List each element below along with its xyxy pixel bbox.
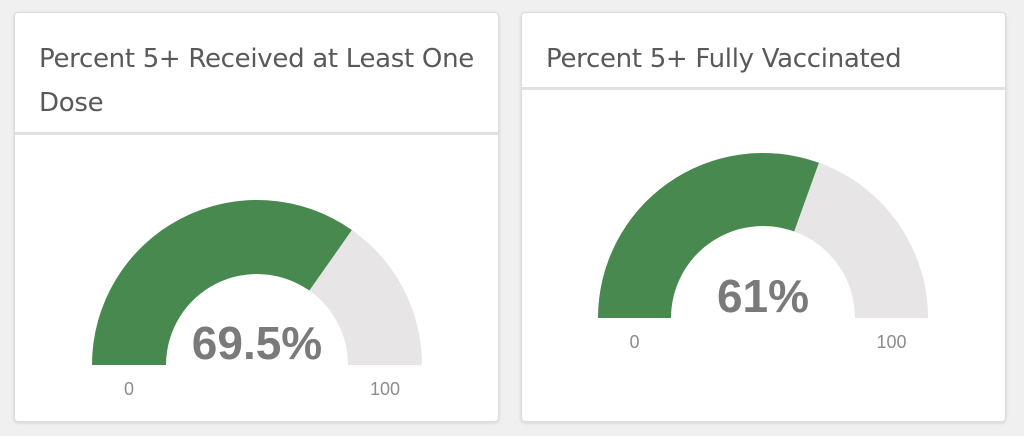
gauge-max-label: 100 <box>876 332 906 352</box>
gauge-chart: 61% 0 100 <box>598 152 928 352</box>
gauge-value-label: 69.5% <box>192 317 322 369</box>
card-header: Percent 5+ Received at Least One Dose <box>15 13 498 135</box>
gauge-card-fully-vaccinated: Percent 5+ Fully Vaccinated 61% 0 100 <box>521 12 1006 422</box>
card-header: Percent 5+ Fully Vaccinated <box>522 13 1005 90</box>
card-title: Percent 5+ Received at Least One Dose <box>39 44 474 118</box>
gauge-value-label: 61% <box>717 270 809 322</box>
gauge-fill <box>92 200 352 365</box>
gauge-max-label: 100 <box>370 379 400 399</box>
gauge-fill <box>598 152 819 318</box>
gauge-card-first-dose: Percent 5+ Received at Least One Dose 69… <box>14 12 499 422</box>
gauge-min-label: 0 <box>124 379 134 399</box>
card-title: Percent 5+ Fully Vaccinated <box>546 44 902 74</box>
gauge-min-label: 0 <box>629 332 639 352</box>
gauge-chart: 69.5% 0 100 <box>92 200 422 399</box>
